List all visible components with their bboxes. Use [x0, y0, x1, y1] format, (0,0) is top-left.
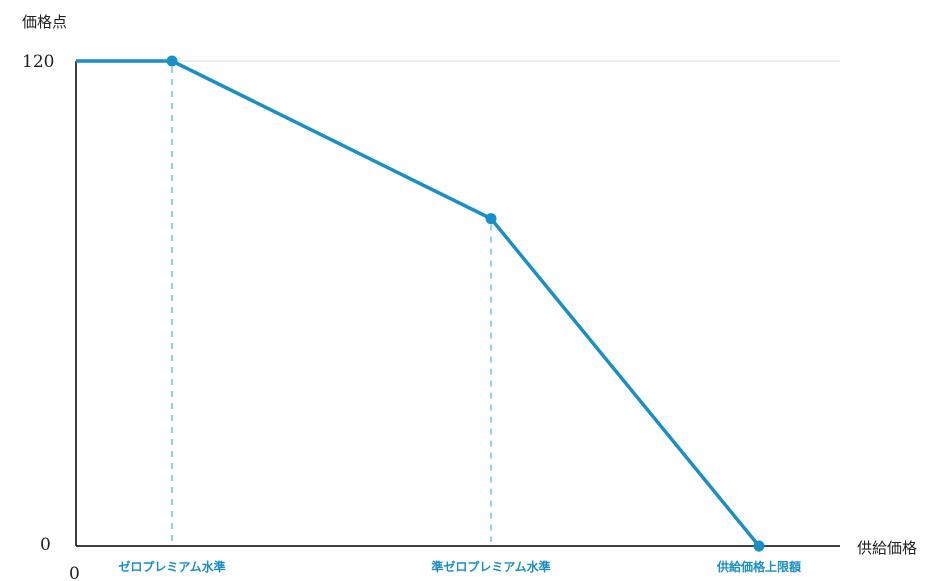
y-tick-label-top: 120 — [22, 52, 54, 72]
data-point-3 — [753, 540, 765, 552]
y-tick-label-bottom: 0 — [40, 535, 51, 555]
x-category-label-3: 供給価格上限額 — [716, 559, 801, 574]
data-point-2 — [485, 213, 497, 225]
x-category-label-1: ゼロプレミアム水準 — [118, 559, 225, 574]
data-point-1 — [166, 55, 178, 67]
x-tick-label-origin: 0 — [69, 564, 80, 581]
series-line — [76, 59, 761, 548]
plot-area: ゼロプレミアム水準 準ゼロプレミアム水準 供給価格上限額 — [75, 55, 840, 574]
y-axis-title: 価格点 — [22, 13, 67, 31]
x-category-label-2: 準ゼロプレミアム水準 — [431, 559, 550, 574]
x-axis-title: 供給価格 — [857, 539, 917, 557]
